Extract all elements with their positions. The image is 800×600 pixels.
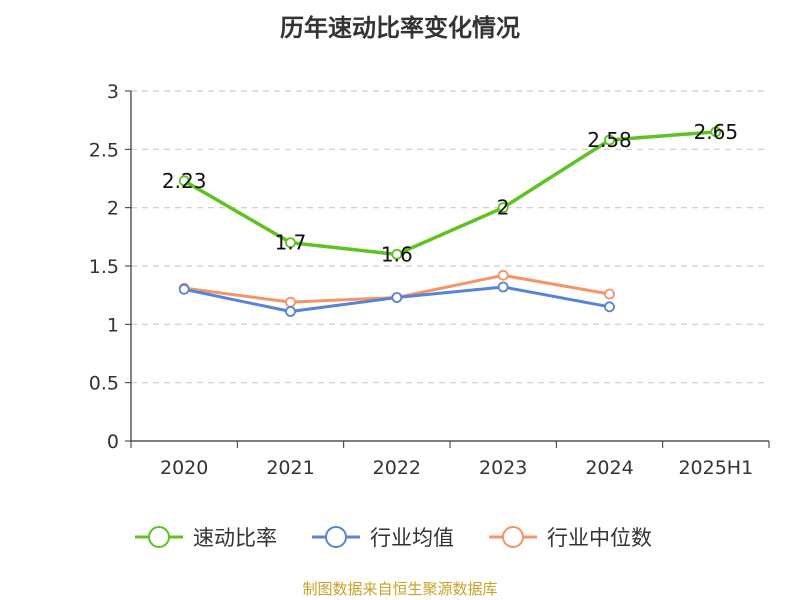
chart-title: 历年速动比率变化情况	[280, 14, 520, 42]
x-tick-label: 2025H1	[678, 457, 753, 479]
data-point	[178, 175, 190, 187]
data-point	[497, 202, 509, 214]
y-tick-label: 1.5	[89, 256, 119, 278]
legend-label: 速动比率	[193, 526, 277, 550]
data-point	[604, 301, 615, 313]
y-tick-label: 3	[107, 81, 119, 103]
gridlines	[131, 90, 769, 384]
y-tick-label: 1	[107, 314, 119, 336]
legend-item[interactable]: 速动比率	[135, 526, 277, 550]
y-tick-label: 0.5	[89, 373, 119, 395]
data-point	[391, 292, 403, 303]
legend-item[interactable]: 行业均值	[312, 526, 454, 550]
data-point	[497, 269, 509, 281]
legend-label: 行业中位数	[547, 526, 652, 550]
series-line	[183, 130, 716, 257]
y-tick-label: 0	[107, 431, 119, 453]
data-label: 2.23	[162, 169, 207, 193]
data-point	[285, 306, 296, 317]
data-point	[178, 283, 190, 295]
legend-label: 行业均值	[370, 526, 454, 550]
legend-item[interactable]: 行业中位数	[489, 526, 652, 550]
data-point	[604, 288, 615, 300]
data-point	[391, 248, 403, 260]
data-point	[285, 237, 296, 249]
axes: 0 0.5 1 1.5 2 2.5 3 2020 2021 2022 2023 2024 2025H1	[89, 81, 770, 479]
x-tick-label: 2020	[160, 457, 208, 479]
data-label: 2	[497, 196, 510, 220]
y-tick-label: 2.5	[89, 139, 119, 161]
legend-swatch-marker	[325, 526, 347, 548]
data-point	[604, 134, 615, 146]
x-tick-label: 2024	[585, 457, 633, 479]
data-label: 2.65	[694, 120, 739, 144]
data-label: 1.6	[381, 242, 413, 266]
legend[interactable]: 速动比率 行业均值 行业中位数	[135, 526, 652, 550]
x-tick-label: 2023	[479, 457, 527, 479]
data-labels: 2.23 1.7 1.6 2 2.58 2.65	[162, 120, 738, 267]
legend-swatch-marker	[502, 526, 524, 548]
series-lines	[178, 126, 722, 317]
source-note: 制图数据来自恒生聚源数据库	[302, 580, 498, 598]
y-tick-label: 2	[107, 198, 119, 220]
data-point	[285, 296, 296, 308]
legend-swatch-marker	[148, 526, 170, 548]
data-label: 2.58	[587, 128, 632, 152]
x-tick-label: 2021	[266, 457, 314, 479]
x-tick-label: 2022	[373, 457, 421, 479]
data-point	[710, 126, 722, 138]
data-label: 1.7	[275, 231, 307, 255]
data-point	[497, 281, 509, 293]
